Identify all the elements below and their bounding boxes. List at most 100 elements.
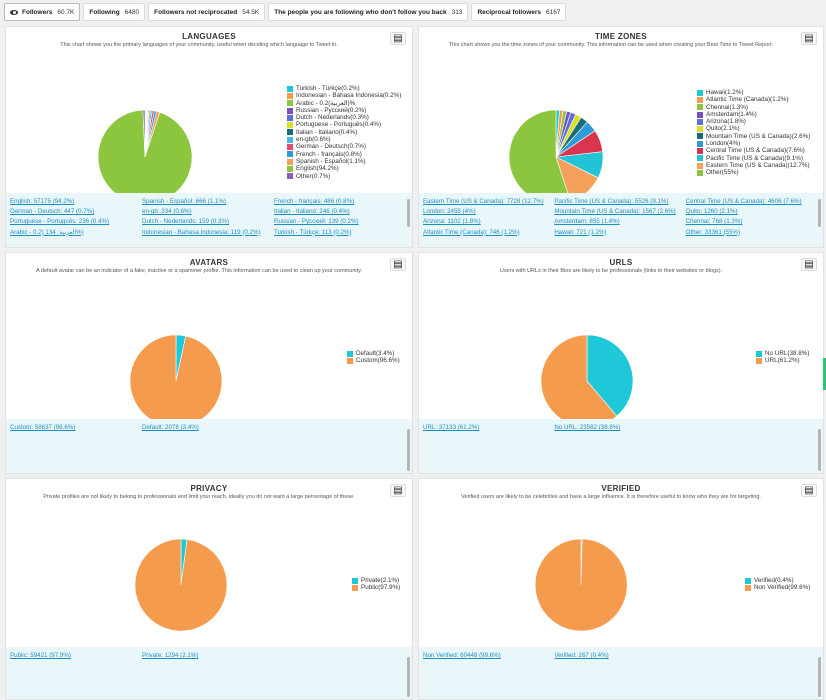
- legend-item[interactable]: Chennai(1.3%): [697, 104, 810, 111]
- legend-item[interactable]: Russian - Русский(0.2%): [287, 107, 401, 114]
- legend-item[interactable]: Portuguese - Português(0.4%): [287, 121, 401, 128]
- scrollbar[interactable]: [407, 657, 410, 697]
- legend-item[interactable]: Hawaii(1.2%): [697, 89, 810, 96]
- data-link[interactable]: Private: 1294 (2.1%): [142, 652, 199, 659]
- legend-item[interactable]: Private(2.1%): [352, 577, 400, 584]
- export-chart-icon[interactable]: ▤: [801, 484, 817, 497]
- legend-item[interactable]: Verified(0.4%): [745, 577, 810, 584]
- tab-followers-not-reciprocated[interactable]: Followers not reciprocated 54.5K: [148, 3, 266, 21]
- legend-item[interactable]: French - français(0.8%): [287, 151, 401, 158]
- pie-slice-url[interactable]: [540, 334, 618, 419]
- legend-item[interactable]: Non Verified(99.6%): [745, 584, 810, 591]
- scrollbar[interactable]: [818, 199, 821, 227]
- legend-label: Italian - Italiano(0.4%): [296, 128, 358, 136]
- legend-item[interactable]: en-gb(0.6%): [287, 136, 401, 143]
- legend-item[interactable]: Italian - Italiano(0.4%): [287, 129, 401, 136]
- data-link[interactable]: Verified: 267 (0.4%): [554, 652, 609, 659]
- export-chart-icon[interactable]: ▤: [390, 32, 406, 45]
- data-link[interactable]: Mountain Time (US & Canada): 1567 (2.6%): [554, 208, 676, 216]
- legend-swatch: [287, 114, 293, 121]
- data-link[interactable]: Hawaii: 721 (1.2%): [554, 228, 607, 236]
- data-link[interactable]: URL: 37133 (61.2%): [423, 424, 480, 431]
- legend-item[interactable]: Amsterdam(1.4%): [697, 111, 810, 118]
- card-title: VERIFIED: [601, 484, 641, 493]
- scrollbar[interactable]: [407, 429, 410, 471]
- export-chart-icon[interactable]: ▤: [390, 258, 406, 271]
- data-link[interactable]: London: 2455 (4%): [423, 208, 476, 216]
- data-link[interactable]: Dutch - Nederlands: 159 (0.3%): [142, 218, 230, 226]
- pie-slice-custom[interactable]: [129, 334, 223, 419]
- data-link[interactable]: German - Deutsch: 447 (0.7%): [10, 208, 95, 216]
- legend-item[interactable]: Indonesian - Bahasa Indonesia(0.2%): [287, 92, 401, 99]
- data-link[interactable]: Indonesian - Bahasa Indonesia: 119 (0.2%…: [142, 228, 261, 236]
- export-chart-icon[interactable]: ▤: [801, 258, 817, 271]
- data-link[interactable]: Public: 59421 (97.9%): [10, 652, 71, 659]
- legend-item[interactable]: Central Time (US & Canada)(7.6%): [697, 147, 810, 154]
- export-chart-icon[interactable]: ▤: [801, 32, 817, 45]
- export-chart-icon[interactable]: ▤: [390, 484, 406, 497]
- legend-swatch: [697, 140, 703, 147]
- data-link[interactable]: Russian - Русский: 139 (0.2%): [274, 218, 359, 226]
- data-link[interactable]: Eastern Time (US & Canada): 7728 (12.7%): [423, 198, 544, 205]
- scrollbar[interactable]: [818, 657, 821, 697]
- data-link[interactable]: Central Time (US & Canada): 4606 (7.6%): [685, 198, 802, 205]
- data-link[interactable]: Custom: 58637 (96.6%): [10, 424, 76, 431]
- legend-swatch: [352, 577, 358, 584]
- tab-label: Reciprocal followers: [477, 8, 542, 16]
- data-link[interactable]: Spanish - Español: 666 (1.1%): [142, 198, 226, 205]
- data-link[interactable]: Italian - Italiano: 246 (0.4%): [274, 208, 350, 216]
- legend-item[interactable]: Turkish - Türkçe(0.2%): [287, 85, 401, 92]
- data-link[interactable]: English: 57175 (94.2%): [10, 198, 75, 205]
- legend-item[interactable]: Eastern Time (US & Canada)(12.7%): [697, 162, 810, 169]
- data-link[interactable]: Portuguese - Português: 236 (0.4%): [10, 218, 110, 226]
- data-link[interactable]: Atlantic Time (Canada): 746 (1.2%): [423, 228, 520, 236]
- legend-item[interactable]: Other(55%): [697, 169, 810, 176]
- card-title: URLS: [609, 258, 633, 267]
- feedback-tab[interactable]: [823, 358, 826, 390]
- pie-slice-public[interactable]: [134, 538, 228, 632]
- tab-followers[interactable]: Followers 60.7K: [4, 3, 81, 21]
- legend-item[interactable]: Atlantic Time (Canada)(1.2%): [697, 96, 810, 103]
- tab-following[interactable]: Following 6480: [83, 3, 146, 21]
- pie-slice-no-url[interactable]: [586, 334, 634, 417]
- data-link[interactable]: Amsterdam: 855 (1.4%): [554, 218, 620, 226]
- scrollbar[interactable]: [407, 199, 410, 227]
- legend-item[interactable]: No URL(38.8%): [756, 350, 809, 357]
- legend-item[interactable]: Mountain Time (US & Canada)(2.6%): [697, 133, 810, 140]
- legend-item[interactable]: London(4%): [697, 140, 810, 147]
- data-link[interactable]: Default: 2078 (3.4%): [142, 424, 199, 431]
- legend-item[interactable]: Quito(2.1%): [697, 125, 810, 132]
- legend-item[interactable]: URL(61.2%): [756, 357, 809, 364]
- card-title: LANGUAGES: [182, 32, 236, 41]
- data-link[interactable]: Chennai: 768 (1.3%): [685, 218, 743, 226]
- legend-item[interactable]: Spanish - Español(1.1%): [287, 158, 401, 165]
- data-link[interactable]: Turkish - Türkçe: 113 (0.2%): [274, 228, 352, 236]
- legend-swatch: [697, 126, 703, 133]
- pie-slice-non-verified[interactable]: [534, 538, 628, 632]
- data-link[interactable]: Arabic - 0.2) 134 :العربية%): [10, 228, 84, 236]
- legend-item[interactable]: Arizona(1.8%): [697, 118, 810, 125]
- legend-item[interactable]: Public(97.9%): [352, 584, 400, 591]
- scrollbar[interactable]: [818, 429, 821, 471]
- data-link[interactable]: Other: 33361 (55%): [685, 228, 740, 236]
- legend-item[interactable]: Pacific Time (US & Canada)(9.1%): [697, 155, 810, 162]
- data-link[interactable]: en-gb: 334 (0.6%): [142, 208, 192, 216]
- data-link[interactable]: No URL: 23582 (38.8%): [554, 424, 621, 431]
- legend-item[interactable]: English(94.2%): [287, 165, 401, 172]
- legend-item[interactable]: German - Deutsch(0.7%): [287, 143, 401, 150]
- data-link[interactable]: French - français: 486 (0.8%): [274, 198, 355, 205]
- data-link[interactable]: Pacific Time (US & Canada): 5526 (9.1%): [554, 198, 669, 205]
- tab-reciprocal-followers[interactable]: Reciprocal followers 6167: [471, 3, 567, 21]
- legend-item[interactable]: Other(0.7%): [287, 173, 401, 180]
- legend-item[interactable]: Arabic - 0.2(العربية)%: [287, 100, 401, 107]
- data-link[interactable]: Non Verified: 60448 (99.6%): [423, 652, 501, 659]
- pie-slice-other[interactable]: [142, 109, 146, 158]
- data-link[interactable]: Quito: 1260 (2.1%): [685, 208, 738, 216]
- legend-swatch: [697, 104, 703, 111]
- legend-item[interactable]: Custom(96.6%): [347, 357, 400, 364]
- tab-not-following-back[interactable]: The people you are following who don't f…: [268, 3, 469, 21]
- data-link[interactable]: Arizona: 1102 (1.8%): [423, 218, 481, 226]
- legend-item[interactable]: Default(3.4%): [347, 350, 400, 357]
- legend-item[interactable]: Dutch - Nederlands(0.3%): [287, 114, 401, 121]
- legend-swatch: [697, 162, 703, 169]
